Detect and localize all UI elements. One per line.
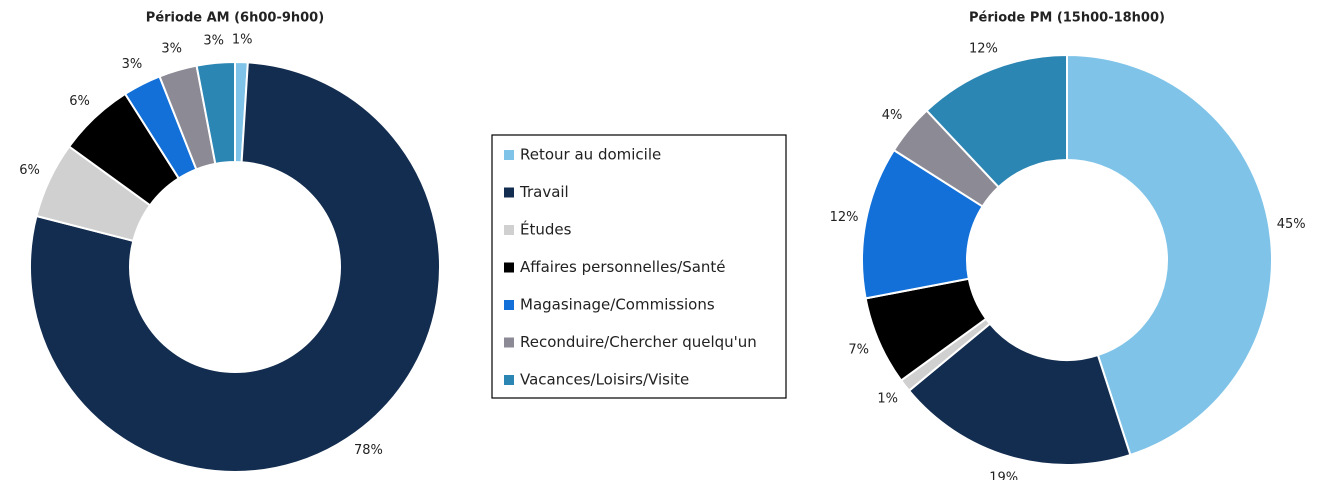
- legend-label: Études: [520, 220, 572, 239]
- legend-label: Vacances/Loisirs/Visite: [520, 371, 689, 389]
- legend-swatch: [504, 150, 514, 160]
- data-label: 3%: [161, 42, 182, 57]
- data-label: 12%: [969, 41, 998, 56]
- legend-label: Affaires personnelles/Santé: [520, 258, 726, 276]
- chart-title: Période AM (6h00-9h00): [146, 11, 324, 26]
- data-label: 6%: [69, 94, 90, 109]
- chart-title: Période PM (15h00-18h00): [969, 11, 1165, 26]
- legend-swatch: [504, 262, 514, 273]
- data-label: 12%: [830, 210, 859, 225]
- legend-swatch: [504, 187, 514, 198]
- slice: [925, 53, 1068, 189]
- legend-label: Reconduire/Chercher quelqu'un: [520, 333, 757, 351]
- data-label: 3%: [203, 34, 224, 49]
- data-label: 4%: [882, 108, 903, 123]
- legend-swatch: [504, 375, 514, 385]
- data-label: 45%: [1277, 217, 1306, 232]
- legend-label: Magasinage/Commissions: [520, 296, 715, 314]
- legend-label: Travail: [519, 183, 569, 201]
- legend-swatch: [504, 337, 514, 348]
- slice: [195, 60, 236, 166]
- legend-label: Retour au domicile: [520, 146, 661, 164]
- legend-swatch: [504, 300, 514, 310]
- data-label: 19%: [989, 470, 1018, 480]
- data-label: 7%: [848, 343, 869, 358]
- legend-box: [491, 134, 787, 399]
- data-label: 78%: [354, 443, 383, 458]
- data-label: 6%: [19, 163, 40, 178]
- data-label: 1%: [877, 392, 898, 407]
- slice: [907, 322, 1132, 466]
- slice: [29, 61, 441, 473]
- data-label: 3%: [122, 57, 143, 72]
- slice: [1066, 53, 1273, 457]
- legend-swatch: [504, 225, 514, 235]
- data-label: 1%: [232, 33, 253, 48]
